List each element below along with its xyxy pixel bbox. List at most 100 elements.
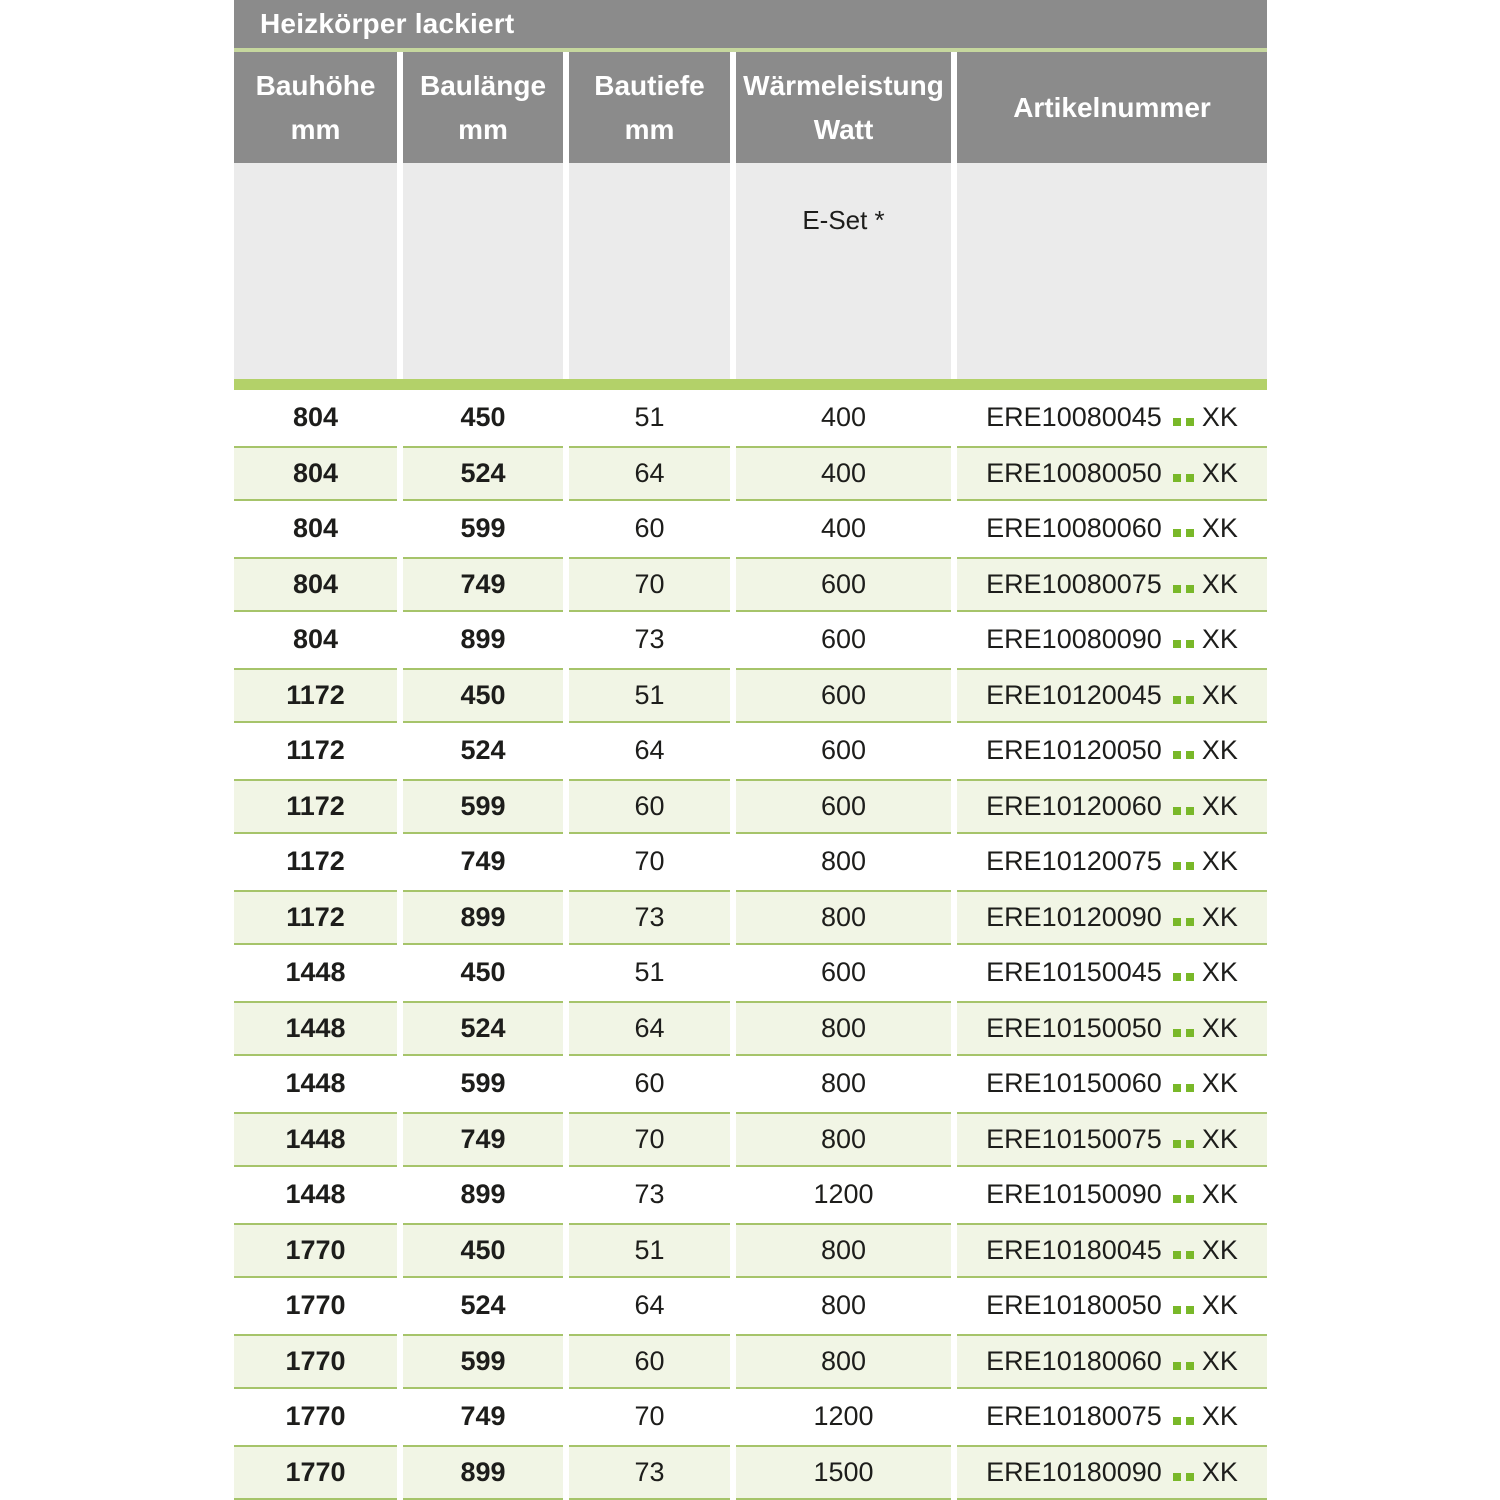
subheader-eset: E-Set * [736,163,951,379]
waermeleistung-value: 800 [820,1012,867,1043]
cell-bautiefe: 51 [569,945,730,1001]
cell-bautiefe: 73 [569,1444,730,1500]
cell-bauhoehe: 1770 [234,1278,397,1334]
bautiefe-value: 60 [634,1345,665,1376]
spec-table: Heizkörper lackiert Bauhöhe mm Baulänge … [234,0,1267,1500]
table-row: 1448 450 51 600 ERE10150045 XK [234,945,1267,1001]
cell-waermeleistung: 800 [736,1056,951,1112]
waermeleistung-value: 400 [820,402,867,433]
waermeleistung-value: 800 [820,901,867,932]
artikelnummer-suffix: XK [1201,568,1238,599]
bautiefe-value: 51 [634,957,665,988]
baulaenge-value: 749 [460,1123,506,1154]
waermeleistung-value: 400 [820,457,867,488]
waermeleistung-value: 800 [820,1345,867,1376]
cell-baulaenge: 524 [403,723,563,779]
header-waermeleistung: Wärmeleistung Watt [736,52,951,163]
artikelnummer-suffix: XK [1201,513,1238,544]
placeholder-dots-icon [1172,1235,1194,1266]
cell-waermeleistung: 800 [736,1111,951,1167]
placeholder-dots-icon [1172,1068,1194,1099]
bauhoehe-value: 804 [292,568,339,599]
table-body: 804 450 51 400 ERE10080045 XK 804 52 [234,390,1267,1500]
table-row: 1448 749 70 800 ERE10150075 XK [234,1111,1267,1167]
placeholder-dots-icon [1172,1401,1194,1432]
cell-artikelnummer: ERE10150075 XK [957,1111,1267,1167]
cell-bautiefe: 51 [569,667,730,723]
bautiefe-value: 51 [634,1234,665,1265]
table-row: 1448 524 64 800 ERE10150050 XK [234,1000,1267,1056]
header-artikelnummer: Artikelnummer [957,52,1267,163]
baulaenge-value: 599 [460,1068,506,1099]
baulaenge-value: 450 [460,402,506,433]
cell-artikelnummer: ERE10180050 XK [957,1278,1267,1334]
waermeleistung-value: 1500 [813,1456,874,1487]
placeholder-dots-icon [1172,1457,1194,1488]
cell-bautiefe: 60 [569,501,730,557]
placeholder-dots-icon [1172,513,1194,544]
cell-baulaenge: 899 [403,1167,563,1223]
baulaenge-value: 749 [460,846,506,877]
header-label: Baulänge [419,69,547,101]
cell-baulaenge: 599 [403,1056,563,1112]
cell-bauhoehe: 1172 [234,667,397,723]
bauhoehe-value: 1448 [285,1179,346,1210]
header-label: Artikelnummer [1013,91,1211,123]
cell-bautiefe: 70 [569,556,730,612]
cell-bauhoehe: 1448 [234,1167,397,1223]
cell-artikelnummer: ERE10120090 XK [957,889,1267,945]
bautiefe-value: 60 [634,790,665,821]
baulaenge-value: 899 [460,624,506,655]
artikelnummer-prefix: ERE10080060 [986,513,1162,544]
artikelnummer: ERE10150075 XK [986,1124,1238,1155]
artikelnummer-suffix: XK [1201,901,1238,932]
artikelnummer-suffix: XK [1201,846,1238,877]
table-title: Heizkörper lackiert [260,8,515,39]
bauhoehe-value: 1172 [286,846,345,877]
placeholder-dots-icon [1172,1179,1194,1210]
cell-artikelnummer: ERE10180060 XK [957,1333,1267,1389]
cell-artikelnummer: ERE10120045 XK [957,667,1267,723]
cell-waermeleistung: 1200 [736,1167,951,1223]
placeholder-dots-icon [1172,1346,1194,1377]
artikelnummer-prefix: ERE10080045 [986,402,1162,433]
baulaenge-value: 524 [460,457,506,488]
cell-artikelnummer: ERE10120075 XK [957,834,1267,890]
cell-artikelnummer: ERE10150045 XK [957,945,1267,1001]
artikelnummer-prefix: ERE10120090 [986,901,1162,932]
bautiefe-value: 51 [634,679,665,710]
baulaenge-value: 899 [460,1456,506,1487]
cell-artikelnummer: ERE10180090 XK [957,1444,1267,1500]
cell-bautiefe: 64 [569,445,730,501]
cell-bautiefe: 73 [569,612,730,668]
bauhoehe-value: 804 [292,624,339,655]
cell-bauhoehe: 1448 [234,1111,397,1167]
bauhoehe-value: 804 [292,513,339,544]
waermeleistung-value: 400 [820,513,867,544]
baulaenge-value: 599 [460,513,506,544]
cell-bauhoehe: 1770 [234,1333,397,1389]
artikelnummer: ERE10180050 XK [986,1290,1238,1321]
placeholder-dots-icon [1172,402,1194,433]
artikelnummer: ERE10080060 XK [986,513,1238,544]
bautiefe-value: 73 [634,1179,665,1210]
cell-bauhoehe: 1448 [234,1056,397,1112]
bauhoehe-value: 1448 [285,1068,346,1099]
waermeleistung-value: 600 [820,735,867,766]
artikelnummer-prefix: ERE10120075 [986,846,1162,877]
placeholder-dots-icon [1172,957,1194,988]
cell-waermeleistung: 800 [736,1000,951,1056]
placeholder-dots-icon [1172,458,1194,489]
cell-artikelnummer: ERE10080050 XK [957,445,1267,501]
placeholder-dots-icon [1172,1124,1194,1155]
cell-waermeleistung: 800 [736,1222,951,1278]
cell-artikelnummer: ERE10080075 XK [957,556,1267,612]
artikelnummer-suffix: XK [1201,1345,1238,1376]
artikelnummer-suffix: XK [1201,1179,1238,1210]
bautiefe-value: 64 [634,1290,665,1321]
artikelnummer: ERE10120045 XK [986,680,1238,711]
table-row: 1172 899 73 800 ERE10120090 XK [234,889,1267,945]
header-unit: mm [624,113,675,145]
artikelnummer-prefix: ERE10080075 [986,568,1162,599]
artikelnummer-suffix: XK [1201,457,1238,488]
